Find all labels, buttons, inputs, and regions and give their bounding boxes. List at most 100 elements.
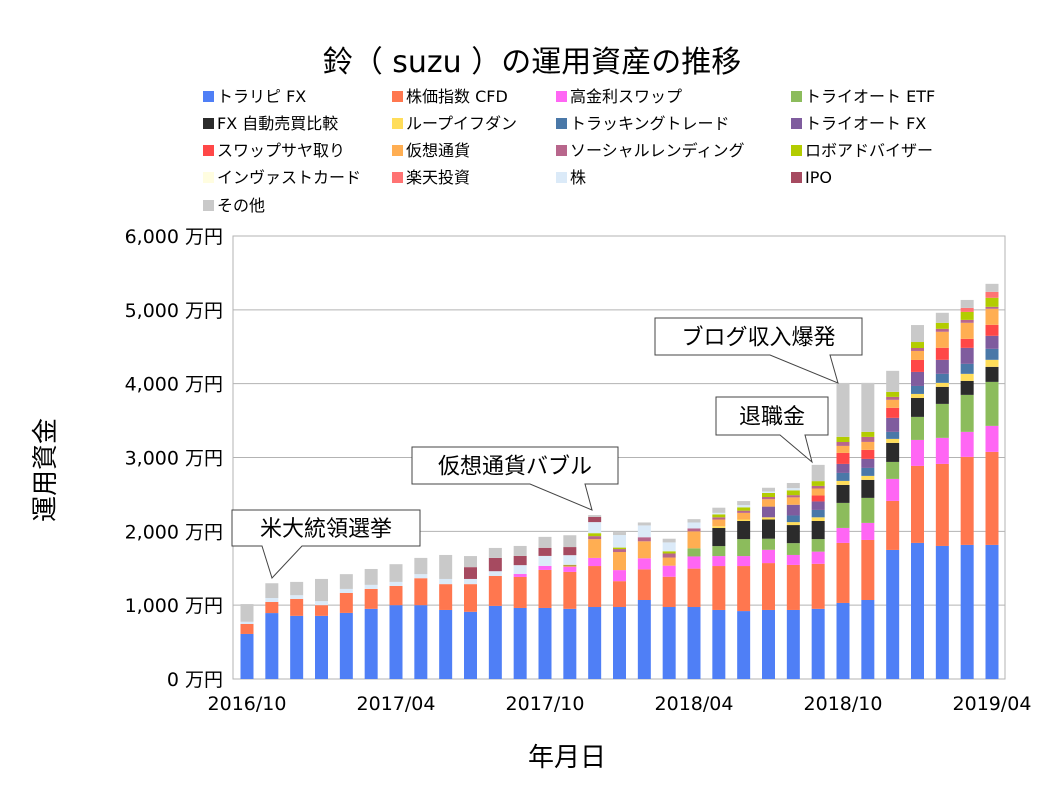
bar-segment (886, 500, 900, 550)
bar-stack (265, 583, 279, 679)
bar-segment (811, 608, 825, 679)
legend-label: 楽天投資 (406, 168, 470, 187)
bar-segment (662, 551, 676, 554)
legend-swatch (203, 118, 214, 129)
bar-segment (985, 291, 999, 298)
bar-segment (712, 546, 726, 557)
legend-label: 仮想通貨 (406, 141, 470, 160)
bar-segment (911, 439, 924, 466)
bar-segment (935, 463, 949, 546)
bar-segment (613, 535, 626, 548)
bar-segment (811, 509, 825, 518)
bar-segment (538, 569, 552, 608)
bar-segment (836, 452, 850, 464)
bar-segment (464, 567, 477, 579)
bar-segment (737, 519, 751, 521)
bar-segment (762, 492, 775, 498)
bar-segment (637, 599, 651, 679)
bar-segment (886, 417, 900, 432)
bar-segment (836, 436, 850, 442)
bar-segment (811, 563, 825, 609)
callout-text: 仮想通貨バブル (438, 455, 592, 480)
bar-segment (538, 607, 552, 679)
bar-segment (861, 431, 875, 437)
bar-segment (811, 501, 825, 510)
bar-segment (935, 373, 949, 383)
legend-swatch (392, 118, 403, 129)
bar-segment (762, 519, 775, 539)
callout-box (411, 446, 619, 511)
bar-segment (911, 416, 924, 440)
bar-segment (786, 554, 800, 565)
bar-segment (637, 522, 651, 526)
bar-segment (836, 382, 850, 437)
bar-segment (315, 605, 328, 616)
bar-segment (762, 497, 775, 500)
legend-label: トライオート FX (805, 114, 926, 133)
bar-segment (563, 565, 577, 567)
bar-segment (811, 464, 825, 482)
bar-stack (687, 519, 701, 679)
bar-segment (836, 463, 850, 473)
annotations: 米大統領選挙 仮想通貨バブル 退職金 ブログ収入爆発 (231, 317, 863, 579)
bar-segment (737, 566, 751, 612)
x-axis-ticks: 2016/10 2017/04 2017/10 2018/04 2018/10 2019/… (208, 693, 1032, 715)
bar-segment (687, 548, 701, 557)
bar-segment (911, 350, 924, 360)
bar-segment (538, 547, 552, 556)
bar-segment (712, 517, 726, 520)
bar-segment (811, 551, 825, 564)
bar-segment (886, 399, 900, 408)
bar-segment (861, 436, 875, 442)
legend-label: 高金利スワップ (570, 87, 682, 106)
bar-segment (563, 571, 577, 609)
bar-segment (762, 549, 775, 564)
bar-segment (240, 604, 254, 622)
bar-segment (513, 545, 527, 556)
legend-label: ロボアドバイザー (805, 141, 933, 160)
bar-segment (985, 324, 999, 336)
bar-segment (811, 520, 825, 540)
legend-label: 株 (570, 168, 586, 187)
bar-segment (985, 335, 999, 349)
bar-segment (861, 441, 875, 450)
bar-segment (886, 407, 900, 418)
bar-segment (389, 581, 403, 586)
bar-segment (737, 539, 751, 557)
bar-segment (637, 569, 651, 600)
bar-segment (762, 506, 775, 518)
bar-segment (712, 566, 726, 610)
bar-segment (265, 598, 279, 602)
bar-segment (836, 502, 850, 528)
bar-segment (960, 373, 974, 381)
bar-segment (762, 563, 775, 610)
bar-segment (588, 536, 602, 540)
bar-segment (439, 554, 453, 579)
bar-segment (414, 578, 428, 606)
bar-segment (786, 497, 800, 505)
bar-segment (364, 588, 378, 609)
bar-segment (737, 556, 751, 567)
bar-segment (290, 598, 304, 616)
bar-stack (613, 532, 626, 679)
bar-segment (613, 549, 626, 553)
bar-segment (290, 615, 304, 679)
bar-segment (588, 533, 602, 537)
bar-segment (513, 574, 527, 577)
bar-stack (985, 283, 999, 679)
legend: トラリピ FX 株価指数 CFD 高金利スワップ トライオート ETF FX 自動売買比… (203, 87, 935, 215)
bar-segment (488, 547, 502, 558)
bar-segment (662, 538, 676, 543)
bar-segment (613, 552, 626, 571)
bar-stack (464, 556, 477, 679)
bar-segment (886, 549, 900, 679)
bar-segment (712, 609, 726, 679)
bar-segment (513, 555, 527, 566)
bar-segment (811, 495, 825, 502)
bar-stack (513, 545, 527, 679)
callout-text: 米大統領選挙 (260, 517, 392, 542)
bar-segment (265, 583, 279, 599)
x-tick-label: 2018/04 (655, 693, 734, 715)
y-tick-label: 6,000 万円 (125, 226, 223, 248)
bar-segment (985, 451, 999, 545)
